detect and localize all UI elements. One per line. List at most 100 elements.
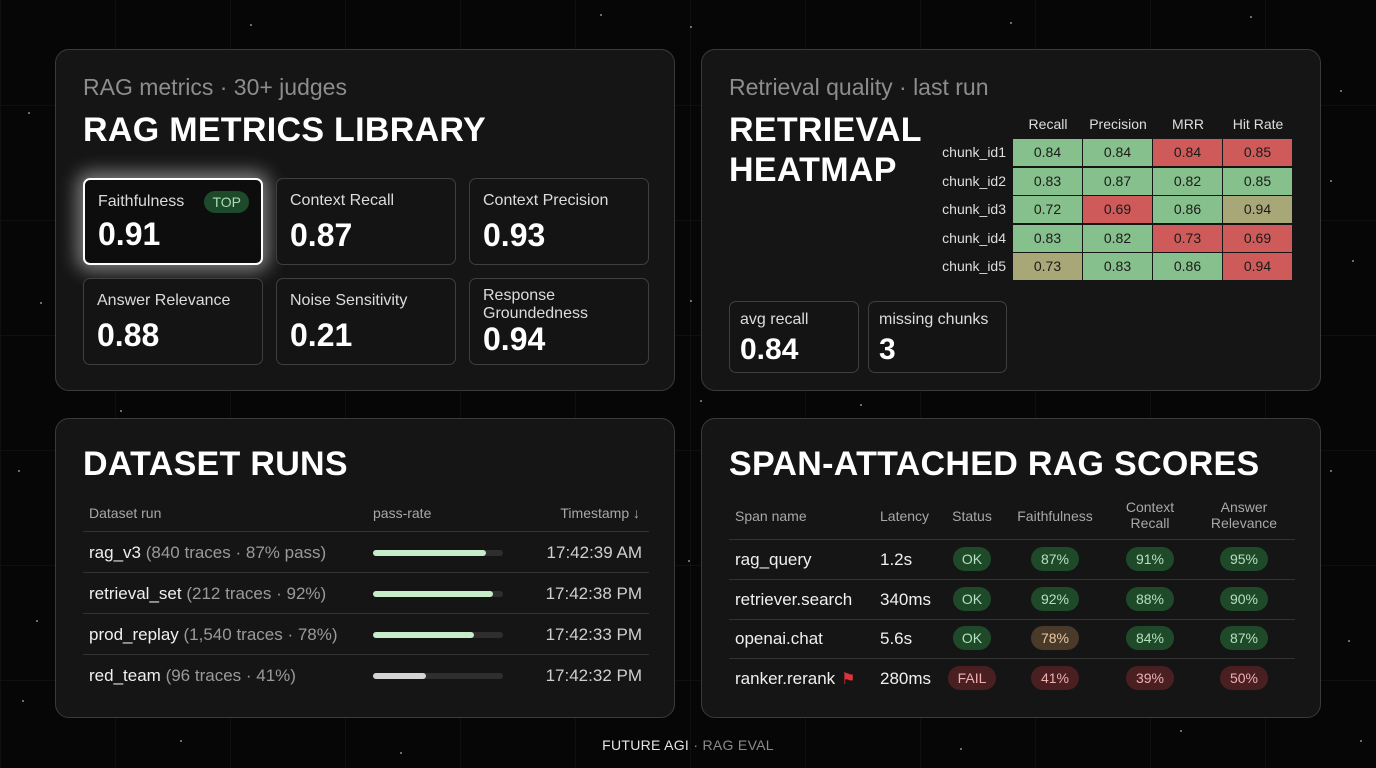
star: [36, 620, 38, 622]
metric-card-context-recall[interactable]: Context Recall 0.87: [276, 178, 456, 265]
stat-card-avg-recall[interactable]: avg recall 0.84: [729, 301, 859, 373]
answer-relevance-pill: 50%: [1220, 665, 1268, 690]
col-header-dataset-run[interactable]: Dataset run: [89, 505, 162, 521]
star: [120, 410, 122, 412]
col-header-faithfulness[interactable]: Faithfulness: [1017, 508, 1093, 524]
divider: [83, 531, 649, 532]
heatmap-cell[interactable]: 0.84: [1083, 139, 1152, 166]
col-header-context-recall-line1: Context: [1125, 499, 1175, 515]
heatmap-cell[interactable]: 0.86: [1153, 253, 1222, 280]
faithfulness-pill: 41%: [1031, 665, 1079, 690]
heatmap-row-label: chunk_id5: [942, 258, 1006, 274]
metric-label: Context Recall: [290, 192, 395, 209]
span-row[interactable]: rag_query 1.2s OK 87% 91% 95%: [702, 540, 1322, 580]
star: [688, 560, 690, 562]
span-latency: 340ms: [880, 589, 932, 609]
dataset-timestamp: 17:42:32 PM: [545, 666, 642, 685]
heatmap-cell[interactable]: 0.85: [1223, 167, 1292, 195]
dataset-row[interactable]: rag_v3 (840 traces · 87% pass) 17:42:39 A…: [56, 532, 676, 573]
divider: [83, 654, 649, 655]
metric-label: Answer Relevance: [97, 292, 231, 309]
dataset-timestamp: 17:42:39 AM: [546, 543, 642, 562]
pass-rate-bar: [373, 550, 503, 556]
heatmap-cell[interactable]: 0.94: [1223, 253, 1292, 280]
heatmap-cell[interactable]: 0.85: [1223, 139, 1292, 166]
star: [1330, 180, 1332, 182]
metric-card-context-precision[interactable]: Context Precision 0.93: [469, 178, 649, 265]
flag-icon: ⚑: [841, 670, 856, 688]
heatmap-cell[interactable]: 0.72: [1013, 196, 1082, 223]
footer-product: RAG EVAL: [702, 737, 774, 753]
col-header-span-name[interactable]: Span name: [735, 508, 807, 524]
metric-label: Faithfulness: [98, 193, 185, 210]
dataset-detail: (212 traces · 92%): [186, 584, 327, 603]
heatmap-cell[interactable]: 0.69: [1083, 196, 1152, 223]
dataset-row[interactable]: retrieval_set (212 traces · 92%) 17:42:38…: [56, 573, 676, 614]
span-row[interactable]: openai.chat 5.6s OK 78% 84% 87%: [702, 619, 1322, 659]
star: [690, 26, 692, 28]
heatmap-cell[interactable]: 0.73: [1013, 253, 1082, 280]
answer-relevance-pill: 90%: [1220, 586, 1268, 611]
star: [1352, 260, 1354, 262]
status-pill: OK: [953, 626, 991, 650]
metric-value: 0.93: [483, 217, 546, 253]
divider: [83, 613, 649, 614]
star: [1250, 16, 1252, 18]
metric-label: Noise Sensitivity: [290, 292, 408, 309]
divider: [729, 618, 1295, 620]
context-recall-pill: 39%: [1126, 665, 1174, 690]
heatmap-row-label: chunk_id3: [942, 201, 1006, 217]
span-row[interactable]: ranker.rerank ⚑ 280ms FAIL 41% 39% 50%: [702, 659, 1322, 698]
span-name: ranker.rerank ⚑: [735, 669, 856, 689]
context-recall-pill: 84%: [1126, 626, 1174, 650]
col-header-latency[interactable]: Latency: [880, 508, 930, 524]
heatmap-cell[interactable]: 0.86: [1153, 196, 1222, 223]
heatmap-cell[interactable]: 0.94: [1223, 196, 1292, 223]
heatmap-cell[interactable]: 0.73: [1153, 224, 1222, 252]
metric-card-answer-relevance[interactable]: Answer Relevance 0.88: [83, 278, 263, 365]
col-header-answer-relevance-line2: Relevance: [1210, 515, 1278, 531]
star: [18, 470, 20, 472]
span-name: openai.chat: [735, 629, 823, 649]
metric-value: 0.88: [97, 317, 160, 353]
heatmap-cell[interactable]: 0.84: [1153, 139, 1222, 166]
span-title: SPAN-ATTACHED RAG SCORES: [729, 445, 1260, 483]
star: [40, 302, 42, 304]
status-pill: FAIL: [948, 665, 996, 690]
col-header-status[interactable]: Status: [952, 508, 992, 524]
star: [700, 400, 702, 402]
heatmap-cell[interactable]: 0.87: [1083, 167, 1152, 195]
star: [690, 300, 692, 302]
heatmap-cell[interactable]: 0.82: [1083, 224, 1152, 252]
stat-label: avg recall: [740, 311, 809, 328]
pass-rate-fill: [373, 632, 475, 638]
col-header-timestamp[interactable]: Timestamp ↓: [560, 505, 640, 521]
span-name-text: ranker.rerank: [735, 668, 836, 688]
dataset-runs-panel: DATASET RUNS Dataset run pass-rate Times…: [55, 418, 675, 718]
col-header-pass-rate[interactable]: pass-rate: [373, 505, 432, 521]
stat-label: missing chunks: [879, 311, 989, 328]
heatmap-cell[interactable]: 0.84: [1013, 139, 1082, 166]
stat-value: 3: [879, 333, 896, 366]
metric-card-response-groundedness[interactable]: Response Groundedness 0.94: [469, 278, 649, 365]
heatmap-cell[interactable]: 0.69: [1223, 224, 1292, 252]
dataset-name: prod_replay: [89, 625, 179, 644]
dataset-row[interactable]: prod_replay (1,540 traces · 78%) 17:42:33…: [56, 614, 676, 655]
metric-card-faithfulness[interactable]: Faithfulness TOP 0.91: [83, 178, 263, 265]
stat-card-missing-chunks[interactable]: missing chunks 3: [868, 301, 1007, 373]
span-name: retriever.search: [735, 590, 852, 610]
dataset-name: rag_v3: [89, 543, 141, 562]
heatmap-cell[interactable]: 0.83: [1083, 253, 1152, 280]
heatmap-col-header: Hit Rate: [1232, 116, 1284, 132]
metric-card-noise-sensitivity[interactable]: Noise Sensitivity 0.21: [276, 278, 456, 365]
span-name-text: rag_query: [735, 550, 812, 569]
heatmap-cell[interactable]: 0.83: [1013, 167, 1082, 195]
dataset-row[interactable]: red_team (96 traces · 41%) 17:42:32 PM: [56, 655, 676, 696]
heatmap-cell[interactable]: 0.82: [1153, 167, 1222, 195]
pass-rate-bar: [373, 632, 503, 638]
span-name-text: openai.chat: [735, 629, 823, 648]
span-row[interactable]: retriever.search 340ms OK 92% 88% 90%: [702, 580, 1322, 620]
heatmap-cell[interactable]: 0.83: [1013, 224, 1082, 252]
answer-relevance-pill: 87%: [1220, 626, 1268, 650]
heatmap-row-label: chunk_id2: [942, 172, 1006, 189]
